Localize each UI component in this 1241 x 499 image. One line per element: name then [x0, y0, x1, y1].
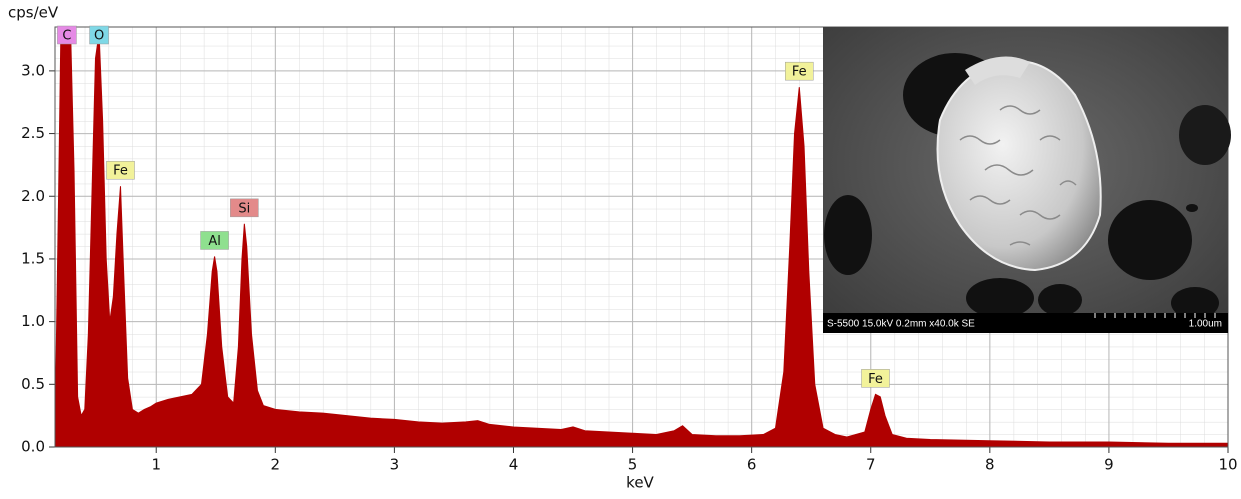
y-tick-label: 0.0 [21, 438, 45, 456]
x-tick-label: 2 [271, 456, 281, 474]
peak-label: Fe [792, 65, 807, 80]
peak-label-box [57, 25, 77, 45]
y-axis-label: cps/eV [8, 4, 59, 22]
y-tick-label: 2.5 [21, 124, 45, 142]
peak-label-box [200, 231, 229, 250]
y-tick-label: 1.5 [21, 249, 45, 267]
peak-label-box [89, 25, 109, 45]
x-tick-label: 5 [628, 456, 638, 474]
y-tick-label: 2.0 [21, 187, 45, 205]
sem-scale: 1.00um [1189, 319, 1222, 330]
peak-label-box [106, 160, 135, 180]
peak-label: Al [208, 234, 221, 249]
sem-texture [959, 105, 1077, 246]
x-tick-label: 1 [151, 456, 161, 474]
peak-label: Si [238, 201, 250, 216]
y-tick-label: 3.0 [21, 61, 45, 79]
peak-label-box [861, 369, 890, 388]
x-tick-label: 8 [985, 456, 995, 474]
sem-inset: S-5500 15.0kV 0.2mm x40.0k SE 1.00um [823, 27, 1231, 333]
peak-labels: C O Fe Al Si Fe Fe [57, 25, 890, 388]
peak-label: Fe [113, 164, 128, 179]
x-tick-label: 6 [747, 456, 757, 474]
x-axis-label: keV [626, 474, 654, 492]
x-tick-label: 4 [509, 456, 519, 474]
y-tick-label: 0.5 [21, 375, 45, 393]
peak-label: O [94, 29, 104, 44]
sem-scale-ticks [1094, 313, 1216, 318]
y-tick-label: 1.0 [21, 312, 45, 330]
peak-label-box [230, 198, 259, 218]
x-tick-label: 7 [866, 456, 876, 474]
spectrum-area [55, 27, 1228, 447]
spectrum [55, 27, 1228, 447]
peak-label-box [785, 61, 814, 81]
sem-caption: S-5500 15.0kV 0.2mm x40.0k SE [827, 319, 975, 330]
x-tick-label: 3 [390, 456, 400, 474]
peak-label: Fe [868, 372, 883, 387]
peak-label: C [62, 29, 71, 44]
sem-flake [965, 56, 1030, 85]
sem-holes [824, 53, 1231, 319]
x-tick-label: 10 [1218, 456, 1237, 474]
sem-caption-bar [823, 313, 1228, 333]
x-tick-label: 9 [1104, 456, 1114, 474]
